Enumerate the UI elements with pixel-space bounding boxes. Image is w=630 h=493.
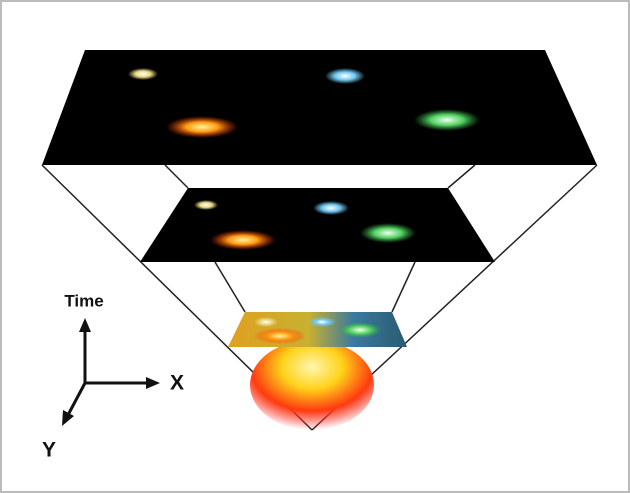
slice-middle (140, 188, 495, 262)
y-label: Y (42, 439, 56, 462)
galaxies (128, 68, 480, 344)
x-label: X (170, 372, 184, 395)
big-bang-glow (250, 340, 374, 430)
axes (62, 318, 160, 426)
time-label: Time (64, 291, 103, 310)
slice-present (42, 50, 597, 165)
